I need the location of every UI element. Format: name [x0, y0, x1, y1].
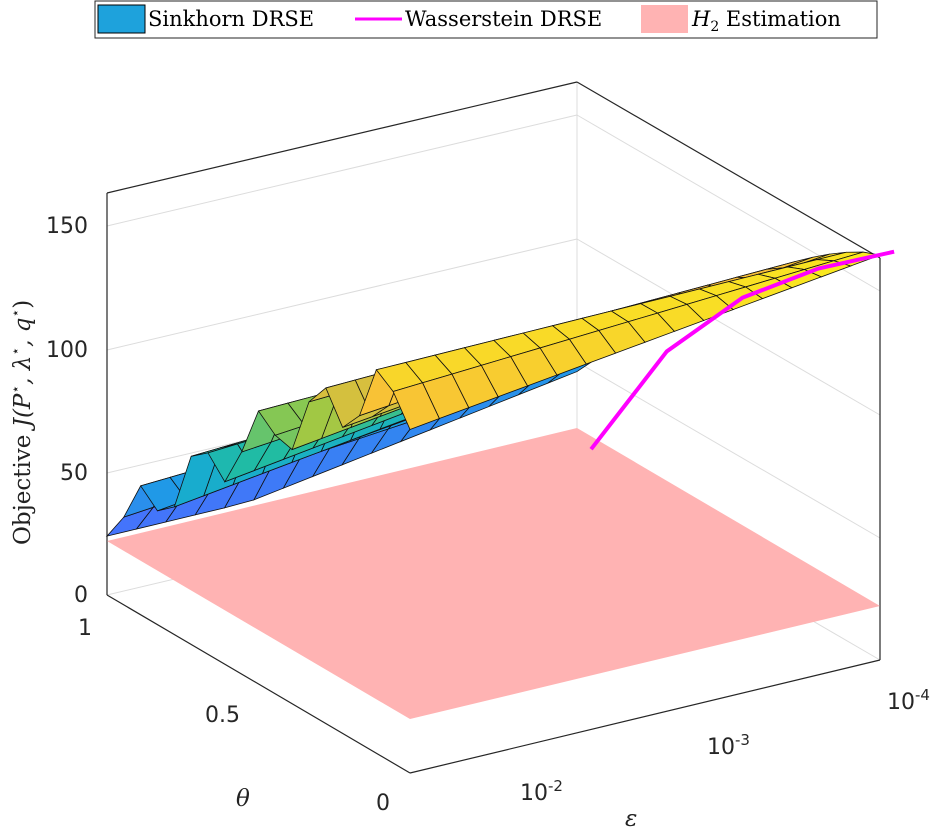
eps-tick-exp: -3 [735, 731, 750, 749]
grid-line [576, 361, 881, 539]
z-label-func: J [10, 416, 36, 431]
eps-tick-label: 10-4 [887, 686, 930, 715]
grid-line [106, 114, 578, 227]
eps-tick-exp: -4 [915, 686, 930, 704]
theta-axis-label: θ [236, 786, 250, 812]
z-label-star: ⋆ [8, 309, 24, 318]
z-label-star: ⋆ [8, 385, 24, 394]
legend-label-h2-rest: Estimation [719, 7, 841, 31]
z-tick-label: 100 [46, 338, 88, 363]
eps-axis-label: ε [625, 806, 637, 831]
axes-frame [106, 81, 881, 774]
z-label-mid: , λ [10, 356, 36, 385]
axis-line-eps [409, 659, 881, 774]
z-axis-label: Objective J(P⋆, λ⋆, q⋆) [8, 300, 36, 545]
box-edge [576, 81, 881, 259]
axis-line-theta [106, 594, 411, 774]
z-tick-label: 0 [74, 583, 88, 608]
theta-tick-label: 0 [376, 791, 390, 816]
legend-box [94, 0, 878, 39]
h2-estimation-plane [107, 428, 880, 720]
eps-tick-base: 10 [707, 735, 735, 760]
wasserstein-line [589, 249, 895, 451]
z-label-args: (P [10, 393, 36, 418]
z-label-star: ⋆ [8, 347, 24, 356]
eps-tick-label: 10-3 [707, 731, 750, 760]
eps-tick-base: 10 [520, 781, 548, 806]
legend-label-sinkhorn: Sinkhorn DRSE [148, 7, 314, 31]
legend-label-h2-math: H [691, 7, 711, 31]
z-axis-ticks: 0 50 100 150 [46, 214, 88, 608]
grid-line [106, 238, 578, 351]
eps-axis-ticks: 10-2 10-3 10-4 [520, 686, 930, 806]
z-label-mid: , q [10, 318, 36, 347]
grid-line [576, 238, 881, 416]
wasserstein-series-line [589, 249, 895, 451]
z-tick-label: 50 [60, 461, 88, 486]
theta-tick-label: 0.5 [205, 703, 240, 728]
theta-axis-ticks: 0 0.5 1 [78, 616, 390, 816]
z-label-close: ) [10, 300, 36, 309]
legend-label-wasserstein: Wasserstein DRSE [405, 7, 602, 31]
surface-cell [392, 382, 440, 430]
legend-label-h2-sub: 2 [710, 19, 719, 35]
z-tick-label: 150 [46, 214, 88, 239]
legend-swatch-h2 [641, 5, 688, 33]
h2-plane-patch [107, 428, 880, 720]
sinkhorn-surface [105, 251, 882, 537]
eps-tick-label: 10-2 [520, 777, 563, 806]
legend-swatch-sinkhorn [97, 4, 146, 34]
legend-label-h2: H2 Estimation [691, 7, 841, 35]
eps-tick-base: 10 [887, 690, 915, 715]
legend: Sinkhorn DRSE Wasserstein DRSE H2 Estima… [94, 0, 878, 39]
eps-tick-exp: -2 [548, 777, 563, 795]
z-label-prefix: Objective [10, 427, 36, 545]
box-edge [106, 81, 578, 194]
theta-tick-label: 1 [78, 616, 92, 641]
